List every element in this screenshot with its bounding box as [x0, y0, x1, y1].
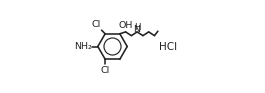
- Text: H: H: [134, 23, 140, 32]
- Text: N: N: [134, 25, 140, 34]
- Text: NH₂: NH₂: [74, 42, 92, 51]
- Text: OH: OH: [119, 21, 133, 30]
- Text: Cl: Cl: [100, 66, 110, 75]
- Text: HCl: HCl: [159, 41, 177, 52]
- Text: Cl: Cl: [91, 20, 101, 29]
